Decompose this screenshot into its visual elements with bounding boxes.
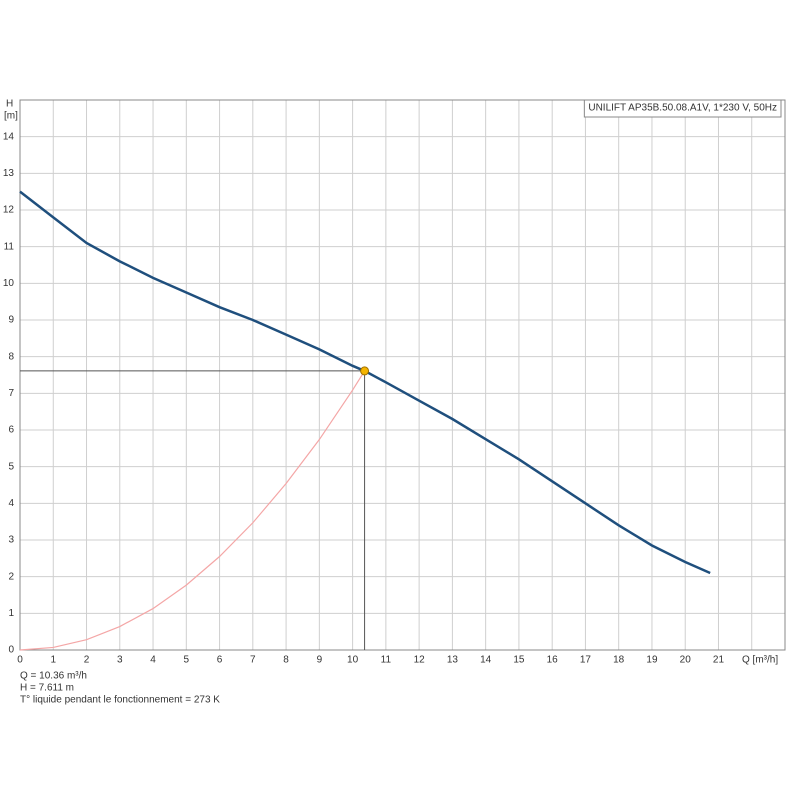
operating-point	[360, 366, 370, 376]
x-tick-label: 7	[250, 655, 256, 666]
y-tick-label: 7	[8, 388, 14, 399]
legend-box	[583, 99, 782, 118]
x-tick-label: 20	[680, 655, 692, 666]
curve	[19, 370, 366, 651]
x-tick-label: 14	[480, 655, 492, 666]
y-tick-label: 14	[3, 131, 15, 142]
y-axis-unit: [m]	[4, 111, 18, 122]
y-tick-label: 2	[8, 571, 14, 582]
x-tick-label: 8	[283, 655, 289, 666]
legend-label: UNILIFT AP35B.50.08.A1V, 1*230 V, 50Hz	[588, 103, 777, 114]
y-axis-label: H	[6, 99, 13, 110]
x-tick-label: 6	[217, 655, 223, 666]
y-tick-label: 0	[8, 645, 14, 656]
y-tick-label: 3	[8, 535, 14, 546]
y-tick-label: 10	[3, 278, 15, 289]
x-tick-label: 19	[646, 655, 658, 666]
annotation: Q = 10.36 m³/h	[20, 671, 87, 682]
x-tick-label: 16	[547, 655, 559, 666]
y-tick-label: 5	[8, 461, 14, 472]
x-tick-label: 0	[17, 655, 23, 666]
x-tick-label: 4	[150, 655, 156, 666]
y-tick-label: 12	[3, 205, 15, 216]
x-tick-label: 5	[184, 655, 190, 666]
x-tick-label: 3	[117, 655, 123, 666]
x-tick-label: 15	[513, 655, 525, 666]
annotation: H = 7.611 m	[20, 683, 74, 694]
x-tick-label: 17	[580, 655, 592, 666]
y-tick-label: 4	[8, 498, 14, 509]
y-tick-label: 11	[4, 241, 15, 252]
x-tick-label: 13	[447, 655, 459, 666]
x-tick-label: 2	[84, 655, 90, 666]
x-tick-label: 21	[713, 655, 725, 666]
x-tick-label: 9	[317, 655, 323, 666]
plot-area	[19, 99, 786, 651]
y-tick-label: 13	[3, 168, 15, 179]
y-tick-label: 8	[8, 351, 14, 362]
x-tick-label: 18	[613, 655, 625, 666]
y-tick-label: 9	[8, 315, 14, 326]
x-tick-label: 12	[414, 655, 426, 666]
y-tick-label: 6	[8, 425, 14, 436]
x-axis-label: Q [m³/h]	[742, 655, 778, 666]
x-tick-label: 10	[347, 655, 359, 666]
x-tick-label: 11	[381, 655, 392, 666]
plot-border	[19, 99, 786, 651]
x-tick-label: 1	[50, 655, 56, 666]
y-tick-label: 1	[8, 608, 14, 619]
annotation: T° liquide pendant le fonctionnement = 2…	[20, 695, 220, 706]
